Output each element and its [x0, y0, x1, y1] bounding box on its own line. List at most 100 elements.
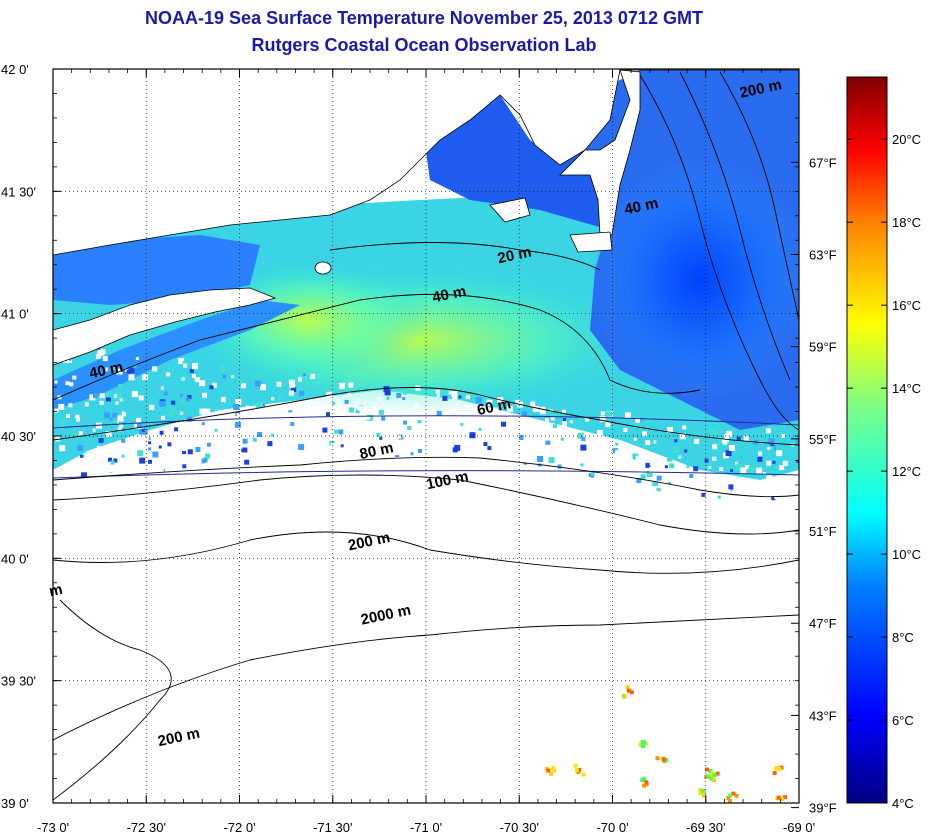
cloud-pixel — [164, 465, 171, 472]
warm-pixel — [727, 798, 732, 803]
cloud-pixel — [65, 381, 70, 386]
sst-cold-bays — [420, 95, 610, 230]
cloud-pixel — [332, 401, 336, 405]
cloud-pixel — [115, 421, 119, 425]
cloud-pixel — [487, 446, 492, 451]
warm-pixel — [728, 793, 733, 798]
cloud-pixel — [511, 453, 518, 460]
cloud-pixel — [514, 419, 518, 422]
cloud-pixel — [414, 403, 419, 408]
cloud-pixel — [166, 372, 171, 377]
cloud-pixel — [187, 395, 192, 399]
lon-tick-label: -70 30' — [500, 820, 539, 835]
cloud-pixel — [771, 496, 776, 501]
cloud-pixel — [559, 460, 563, 464]
cloud-pixel — [142, 374, 149, 381]
cloud-pixel — [340, 444, 344, 448]
cloud-pixel — [374, 407, 381, 414]
cloud-pixel — [378, 409, 384, 415]
cloud-pixel — [763, 483, 769, 488]
cloud-pixel — [643, 454, 649, 460]
cloud-pixel — [646, 471, 653, 477]
cloud-pixel — [614, 458, 620, 463]
cloud-pixel — [112, 366, 117, 371]
warm-pixel — [704, 767, 709, 772]
cloud-pixel — [250, 421, 256, 427]
cloud-pixel — [674, 439, 678, 443]
cloud-pixel — [789, 445, 793, 449]
warm-pixel — [625, 685, 630, 690]
warm-pixel — [638, 742, 643, 747]
cloud-pixel — [756, 467, 763, 474]
cloud-pixel — [736, 436, 741, 441]
cloud-pixel — [93, 393, 98, 399]
cloud-pixel — [179, 393, 183, 397]
cloud-pixel — [736, 464, 743, 471]
cloud-pixel — [262, 403, 266, 407]
cloud-pixel — [452, 394, 458, 400]
land-masses — [52, 68, 800, 366]
cloud-pixel — [585, 417, 590, 422]
cloud-pixel — [75, 414, 80, 419]
contour-label: 40 m — [623, 195, 660, 219]
cloud-pixel — [435, 389, 440, 394]
cloud-pixel — [115, 401, 119, 405]
cloud-pixel — [646, 416, 653, 423]
cloud-pixel — [219, 422, 222, 426]
cloud-pixel — [84, 402, 89, 407]
cloud-pixel — [160, 386, 164, 390]
lon-tick-label: -69 30' — [686, 820, 725, 835]
cloud-pixel — [141, 428, 145, 432]
cloud-pixel — [182, 451, 186, 456]
warm-pixel — [664, 757, 669, 762]
cloud-pixel — [519, 435, 525, 440]
cloud-pixel — [288, 392, 292, 396]
cloud-pixel — [118, 383, 123, 388]
cloud-pixel — [779, 465, 785, 471]
warm-pixel — [641, 743, 646, 748]
warm-pixel — [731, 791, 736, 796]
cloud-pixel — [278, 435, 284, 441]
cloud-pixel — [417, 416, 422, 420]
cloud-pixel — [58, 403, 65, 410]
cloud-pixel — [194, 377, 200, 383]
cloud-pixel — [478, 432, 485, 439]
cloud-pixel — [678, 479, 684, 485]
warm-pixel — [783, 795, 788, 800]
cloud-pixel — [199, 408, 206, 415]
cloud-pixel — [96, 347, 100, 351]
cloud-pixel — [117, 415, 124, 422]
cloud-pixel — [326, 412, 330, 417]
cloud-pixel — [262, 439, 267, 444]
cloud-pixel — [189, 368, 194, 373]
cloud-pixel — [69, 382, 74, 387]
lon-tick-label: -73 0' — [37, 820, 69, 835]
cloud-pixel — [119, 398, 123, 402]
warm-pixel — [655, 756, 660, 761]
cloud-pixel — [768, 445, 774, 451]
cloud-pixel — [760, 495, 765, 500]
warm-pixel — [546, 768, 551, 773]
cloud-pixel — [121, 454, 125, 458]
cloud-pixel — [98, 452, 102, 456]
cloud-pixel — [105, 391, 112, 398]
cloud-pixel — [174, 427, 179, 432]
cloud-pixel — [258, 376, 262, 380]
cloud-pixel — [358, 438, 362, 442]
cloud-pixel — [545, 439, 551, 445]
cloud-pixel — [654, 481, 658, 486]
contour-label: 40 m — [88, 359, 125, 383]
cloud-pixel — [768, 438, 775, 445]
fahrenheit-tick-label: 55°F — [809, 432, 837, 447]
lat-tick-label: 39 30' — [1, 674, 36, 689]
cloud-pixel — [92, 428, 96, 432]
cloud-pixel — [222, 374, 227, 379]
cloud-pixel — [590, 471, 595, 476]
cloud-pixel — [656, 475, 662, 481]
cloud-pixel — [377, 397, 383, 403]
cloud-pixel — [76, 417, 80, 422]
cloud-pixel — [281, 403, 288, 409]
cloud-pixel — [761, 504, 765, 508]
cloud-pixel — [113, 458, 118, 463]
cloud-pixel — [240, 383, 246, 389]
